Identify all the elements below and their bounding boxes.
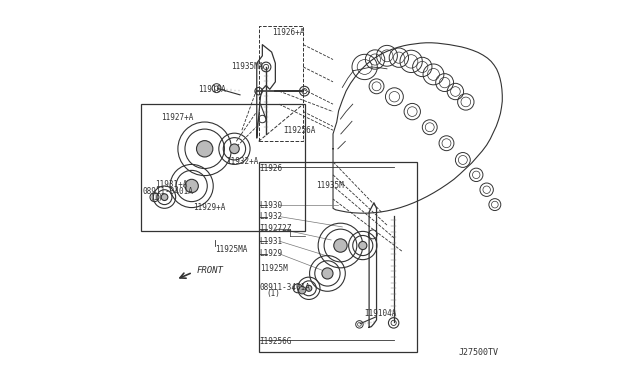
Text: 11925MA: 11925MA (215, 245, 248, 254)
Circle shape (230, 144, 239, 154)
Circle shape (298, 286, 306, 294)
Text: (1): (1) (266, 289, 280, 298)
Text: I19272Z: I19272Z (260, 224, 292, 233)
Circle shape (322, 268, 333, 279)
Bar (141, 104, 305, 231)
Text: 08911-3401A: 08911-3401A (260, 283, 310, 292)
Text: L1929: L1929 (260, 249, 283, 258)
Circle shape (161, 194, 168, 201)
Text: 11926+A: 11926+A (271, 28, 304, 37)
Text: 11932+A: 11932+A (227, 157, 259, 166)
Text: L1930: L1930 (260, 201, 283, 210)
Text: 11931+A: 11931+A (156, 180, 188, 189)
Text: 11927+A: 11927+A (161, 113, 193, 122)
Text: L1931: L1931 (260, 237, 283, 246)
Text: L1932: L1932 (260, 212, 283, 221)
Text: FRONT: FRONT (196, 266, 223, 275)
Text: 11935MA: 11935MA (232, 62, 264, 71)
Text: J27500TV: J27500TV (458, 348, 499, 357)
Circle shape (306, 285, 312, 291)
Text: 08911-3401A: 08911-3401A (142, 187, 193, 196)
Bar (259, 162, 417, 352)
Text: 11925M: 11925M (260, 264, 287, 273)
Text: (1): (1) (149, 193, 163, 202)
Circle shape (196, 141, 213, 157)
Circle shape (358, 241, 367, 250)
Text: I19104A: I19104A (365, 309, 397, 318)
Circle shape (334, 239, 347, 252)
Text: I19256G: I19256G (260, 337, 292, 346)
Text: 11910A: 11910A (198, 85, 226, 94)
Text: 11935M: 11935M (316, 182, 344, 190)
Text: I19256A: I19256A (283, 126, 315, 135)
Text: I1926: I1926 (260, 164, 283, 173)
Circle shape (185, 179, 198, 193)
Text: 11929+A: 11929+A (193, 203, 225, 212)
